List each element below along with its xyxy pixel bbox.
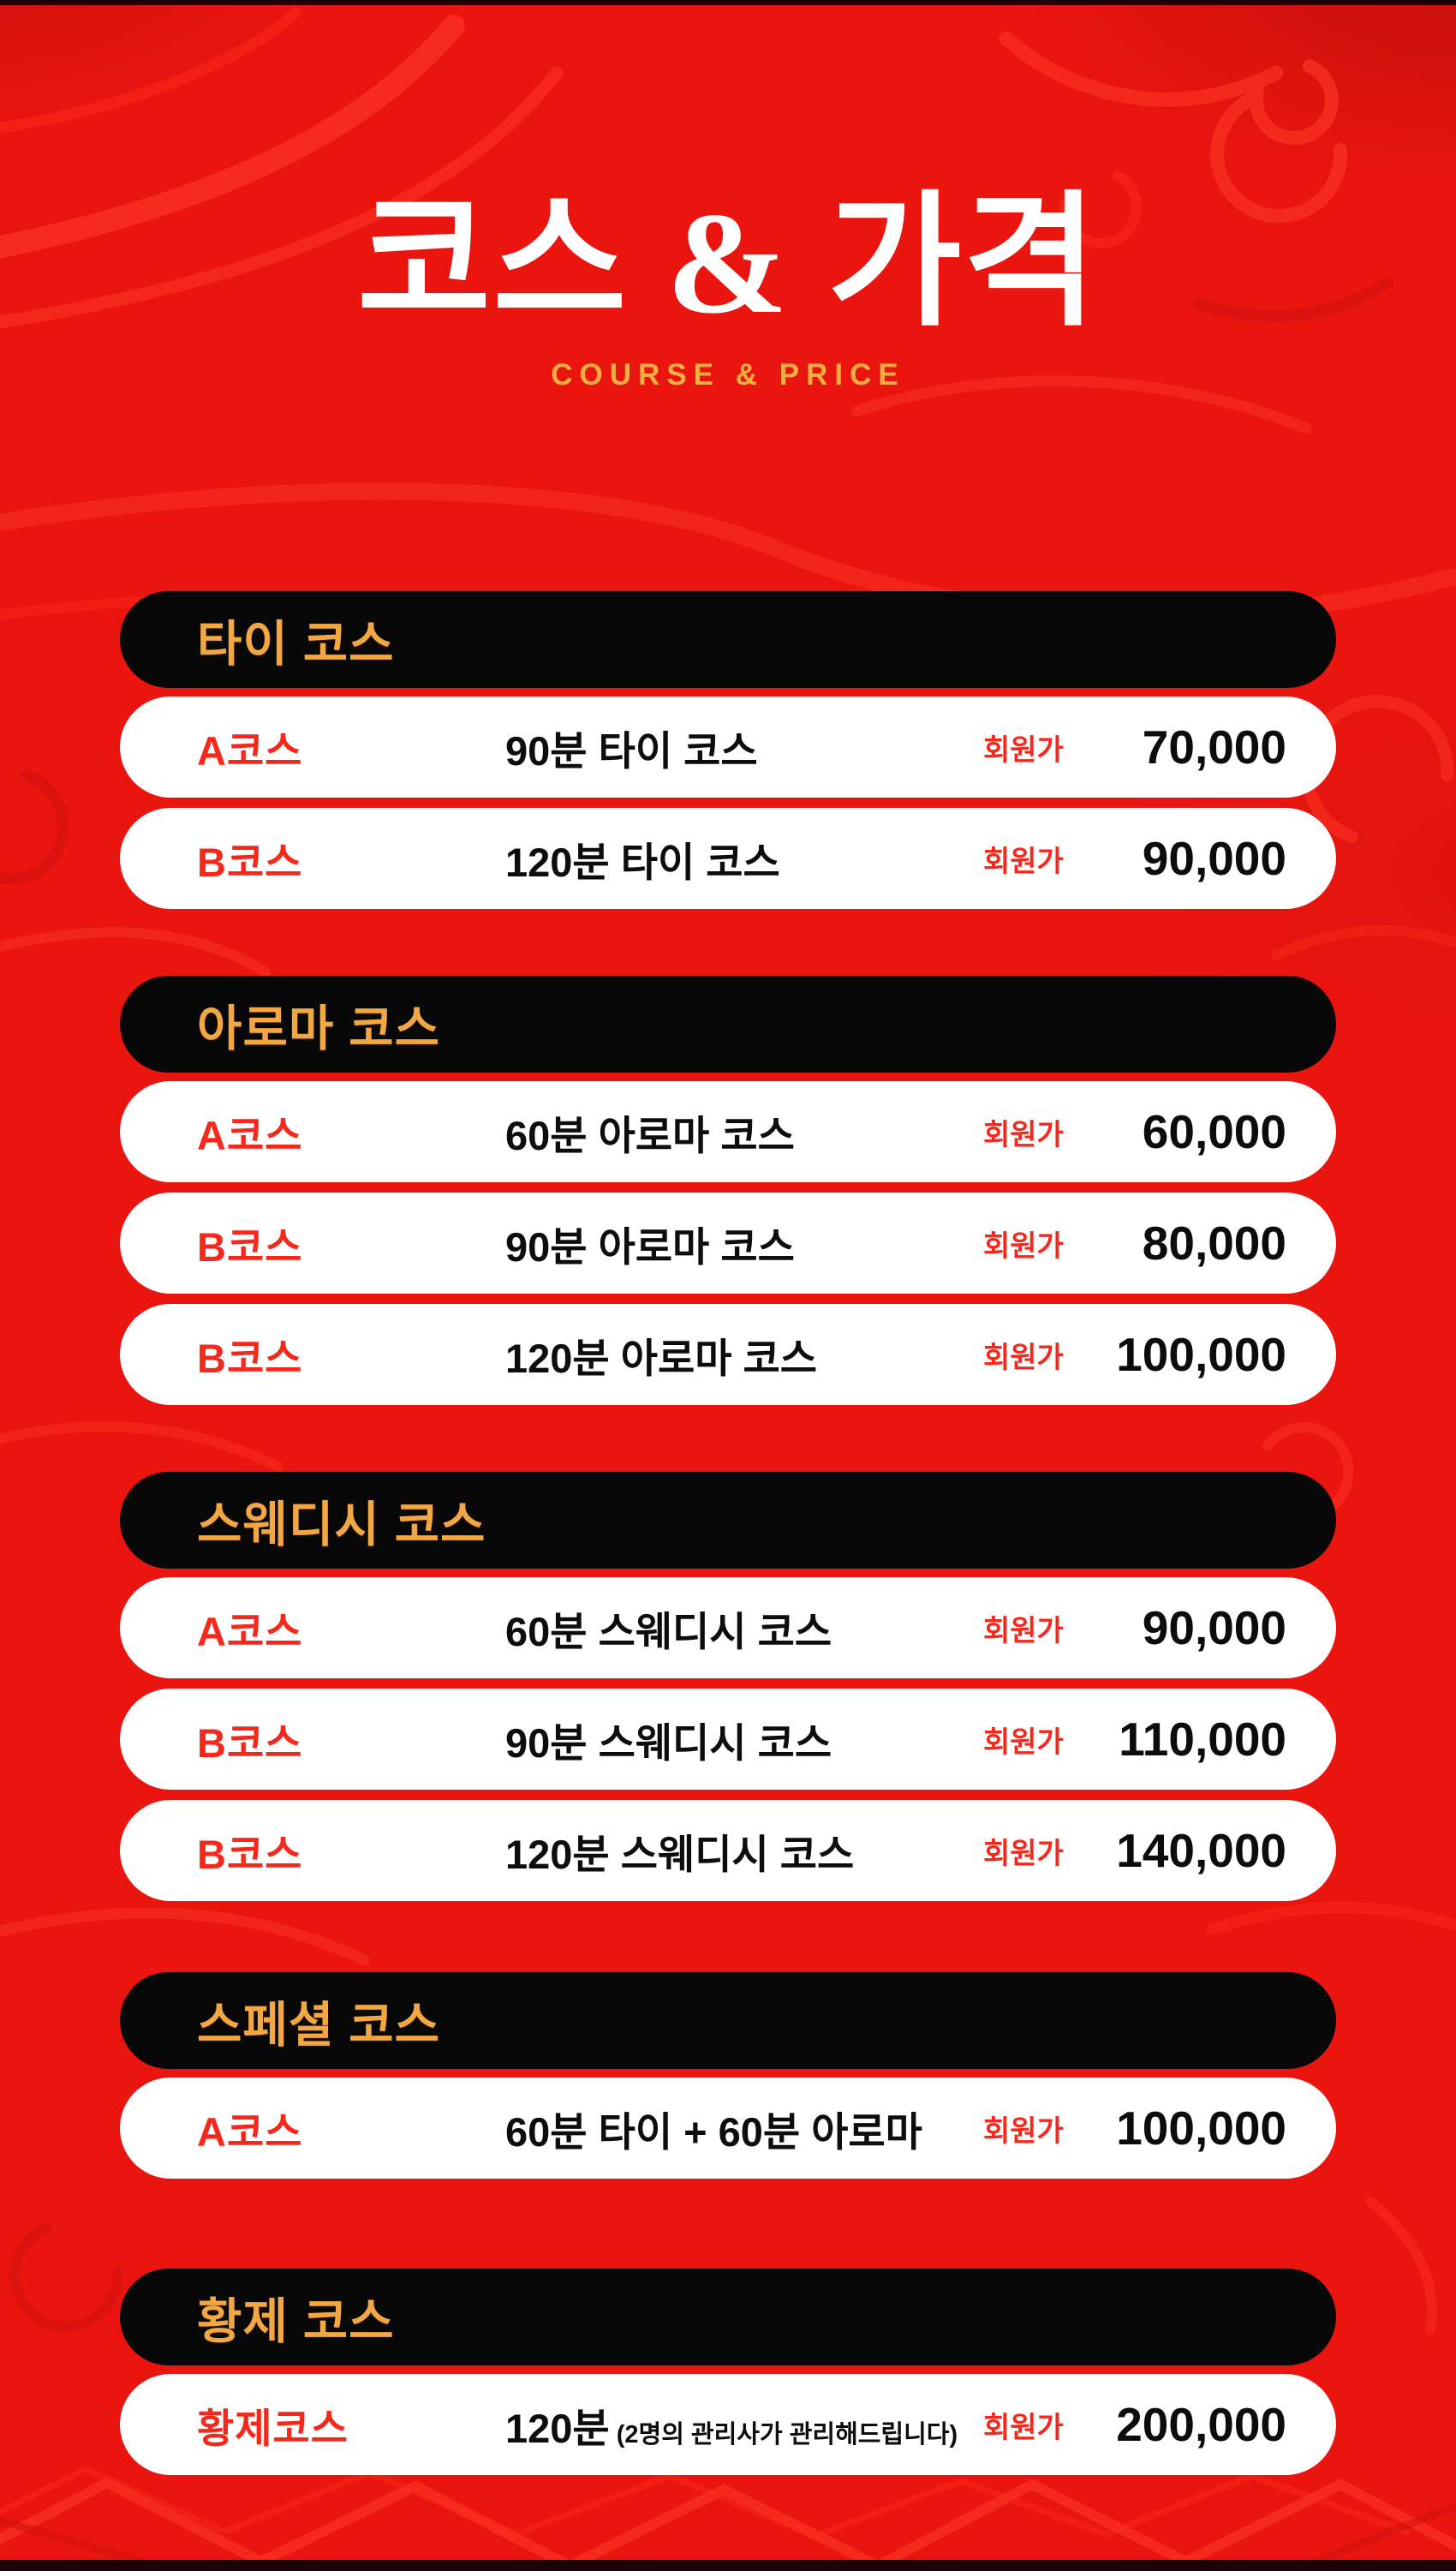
section-rows: A코스 90분 타이 코스 회원가 70,000 B코스 120분 타이 코스 … (120, 697, 1336, 909)
course-price: 80,000 (1142, 1217, 1286, 1270)
course-description: 60분 아로마 코스 (505, 1103, 983, 1162)
page-subtitle: COURSE & PRICE (551, 358, 905, 392)
member-price-label: 회원가 (983, 1614, 1064, 1647)
course-label: A코스 (197, 727, 303, 774)
course-price: 200,000 (1116, 2398, 1286, 2451)
section-title: 타이 코스 (197, 616, 395, 672)
section-header: 타이 코스 (120, 591, 1336, 688)
course-row: A코스 60분 아로마 코스 회원가 60,000 (120, 1081, 1336, 1182)
course-price: 90,000 (1142, 1601, 1286, 1654)
course-row: 황제코스 120분 (2명의 관리사가 관리해드립니다) 회원가 200,000 (120, 2374, 1336, 2475)
member-price-label: 회원가 (983, 2411, 1064, 2444)
section-header: 스페셜 코스 (120, 1972, 1336, 2069)
page-title: 코스 & 가격 (356, 182, 1100, 344)
course-row: A코스 60분 타이 + 60분 아로마 회원가 100,000 (120, 2078, 1336, 2179)
section-title: 아로마 코스 (197, 1001, 441, 1056)
member-price-label: 회원가 (983, 1229, 1064, 1263)
course-price: 60,000 (1142, 1105, 1286, 1158)
section-title: 스페셜 코스 (197, 1997, 441, 2053)
course-section: 스페셜 코스 A코스 60분 타이 + 60분 아로마 회원가 100,000 (120, 1972, 1336, 2179)
course-description: 120분 스웨디시 코스 (505, 1821, 983, 1880)
course-description-main: 90분 스웨디시 코스 (505, 1719, 832, 1766)
member-price-label: 회원가 (983, 1341, 1064, 1374)
course-row: A코스 60분 스웨디시 코스 회원가 90,000 (120, 1577, 1336, 1678)
course-price: 100,000 (1116, 1328, 1286, 1381)
course-price: 140,000 (1116, 1824, 1286, 1877)
course-description: 60분 타이 + 60분 아로마 (505, 2099, 983, 2158)
section-rows: A코스 60분 타이 + 60분 아로마 회원가 100,000 (120, 2078, 1336, 2179)
section-header: 아로마 코스 (120, 976, 1336, 1073)
course-description-main: 120분 타이 코스 (505, 839, 780, 885)
course-row: B코스 120분 타이 코스 회원가 90,000 (120, 808, 1336, 909)
member-price-label: 회원가 (983, 1118, 1064, 1151)
course-description-main: 60분 타이 + 60분 아로마 (505, 2108, 922, 2155)
bottom-edge-bar (0, 2560, 1456, 2571)
course-section: 타이 코스 A코스 90분 타이 코스 회원가 70,000 B코스 120분 … (120, 591, 1336, 909)
course-row: B코스 120분 아로마 코스 회원가 100,000 (120, 1304, 1336, 1405)
course-label: B코스 (197, 1335, 303, 1381)
course-row: B코스 90분 스웨디시 코스 회원가 110,000 (120, 1689, 1336, 1790)
member-price-label: 회원가 (983, 1837, 1064, 1870)
section-title: 황제 코스 (197, 2293, 395, 2349)
section-rows: A코스 60분 아로마 코스 회원가 60,000 B코스 90분 아로마 코스… (120, 1081, 1336, 1405)
course-label: B코스 (197, 1719, 303, 1766)
member-price-label: 회원가 (983, 2114, 1064, 2148)
section-rows: 황제코스 120분 (2명의 관리사가 관리해드립니다) 회원가 200,000 (120, 2374, 1336, 2475)
course-description-main: 60분 스웨디시 코스 (505, 1608, 832, 1654)
course-row: A코스 90분 타이 코스 회원가 70,000 (120, 697, 1336, 798)
course-label: B코스 (197, 839, 303, 885)
course-price: 100,000 (1116, 2102, 1286, 2155)
section-rows: A코스 60분 스웨디시 코스 회원가 90,000 B코스 90분 스웨디시 … (120, 1577, 1336, 1901)
course-price: 110,000 (1119, 1713, 1286, 1766)
course-description: 90분 타이 코스 (505, 718, 983, 777)
top-edge-bar (0, 0, 1456, 5)
course-description-main: 120분 스웨디시 코스 (505, 1831, 855, 1877)
section-title: 스웨디시 코스 (197, 1497, 486, 1552)
course-label: B코스 (197, 1831, 303, 1877)
member-price-label: 회원가 (983, 845, 1064, 878)
member-price-label: 회원가 (983, 1725, 1064, 1759)
course-section: 황제 코스 황제코스 120분 (2명의 관리사가 관리해드립니다) 회원가 2… (120, 2269, 1336, 2475)
course-description: 120분 (2명의 관리사가 관리해드립니다) (505, 2395, 983, 2454)
course-description: 90분 아로마 코스 (505, 1214, 983, 1273)
course-description: 120분 타이 코스 (505, 829, 983, 888)
course-description-main: 120분 (505, 2405, 610, 2451)
course-description-main: 90분 타이 코스 (505, 727, 758, 774)
poster-header: 코스 & 가격 COURSE & PRICE (0, 0, 1456, 392)
course-label: A코스 (197, 1608, 303, 1654)
course-sections: 타이 코스 A코스 90분 타이 코스 회원가 70,000 B코스 120분 … (120, 591, 1336, 2475)
course-description: 120분 아로마 코스 (505, 1325, 983, 1384)
course-description-main: 60분 아로마 코스 (505, 1112, 795, 1158)
course-label: B코스 (197, 1223, 303, 1270)
course-label: 황제코스 (197, 2405, 349, 2451)
course-description: 60분 스웨디시 코스 (505, 1599, 983, 1658)
course-row: B코스 90분 아로마 코스 회원가 80,000 (120, 1193, 1336, 1294)
course-label: A코스 (197, 2108, 303, 2155)
course-description: 90분 스웨디시 코스 (505, 1710, 983, 1769)
section-header: 황제 코스 (120, 2269, 1336, 2365)
section-header: 스웨디시 코스 (120, 1472, 1336, 1569)
course-description-main: 90분 아로마 코스 (505, 1223, 795, 1270)
course-section: 아로마 코스 A코스 60분 아로마 코스 회원가 60,000 B코스 90분… (120, 976, 1336, 1405)
course-price: 90,000 (1142, 832, 1286, 885)
course-label: A코스 (197, 1112, 303, 1158)
course-description-note: (2명의 관리사가 관리해드립니다) (609, 2420, 958, 2448)
member-price-label: 회원가 (983, 733, 1064, 767)
course-row: B코스 120분 스웨디시 코스 회원가 140,000 (120, 1800, 1336, 1901)
course-price: 70,000 (1142, 720, 1286, 774)
course-section: 스웨디시 코스 A코스 60분 스웨디시 코스 회원가 90,000 B코스 9… (120, 1472, 1336, 1901)
course-description-main: 120분 아로마 코스 (505, 1335, 817, 1381)
